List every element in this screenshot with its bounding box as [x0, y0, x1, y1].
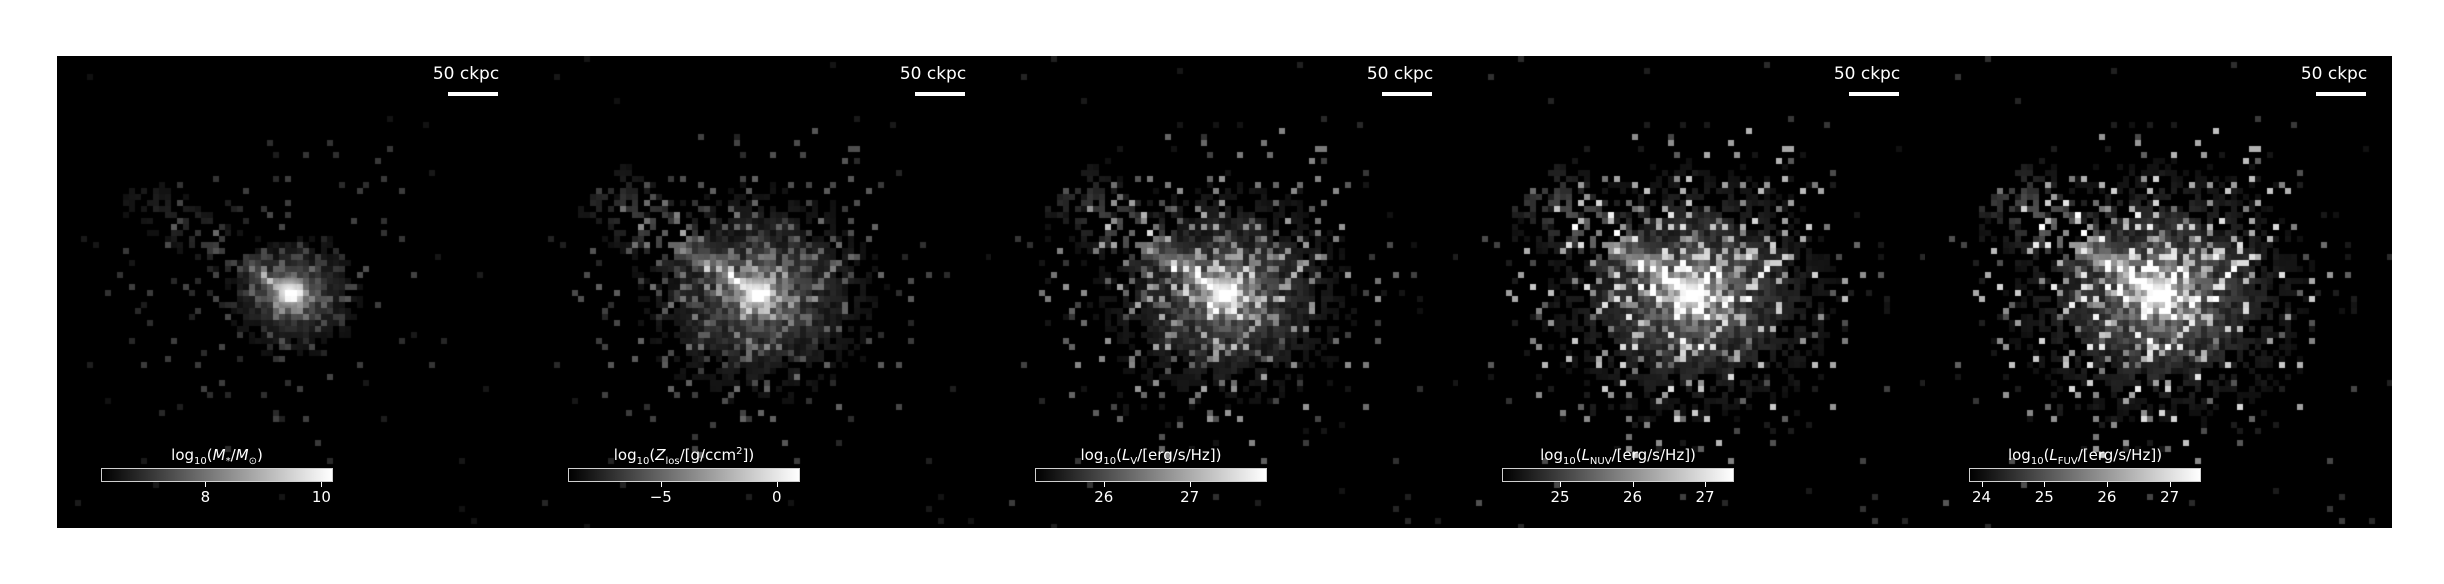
colorbar-tick [2169, 482, 2171, 487]
colorbar-tick [1632, 482, 1634, 487]
colorbar-tick-label: 26 [2097, 488, 2117, 506]
scale-bar [1849, 92, 1899, 96]
pixel-map [1925, 56, 2392, 528]
colorbar [1969, 468, 2201, 482]
colorbar-tick-label: 26 [1094, 488, 1114, 506]
pixel-map [57, 56, 524, 528]
colorbar-tick [660, 482, 662, 487]
colorbar-tick [2106, 482, 2108, 487]
colorbar-tick [1560, 482, 1561, 487]
image-panel: 50 ckpc log10(LNUV/[erg/s/Hz]) 25 26 27 [1458, 56, 1925, 528]
colorbar-tick-label: 8 [200, 488, 211, 506]
scale-bar [448, 92, 498, 96]
colorbar-tick-label: 25 [1550, 488, 1570, 506]
colorbar [101, 468, 333, 482]
colorbar-tick-label: −5 [649, 488, 672, 506]
scale-bar [2316, 92, 2366, 96]
colorbar [1035, 468, 1267, 482]
scale-bar-label: 50 ckpc [432, 64, 500, 84]
colorbar-tick-label: 25 [2034, 488, 2054, 506]
colorbar-tick [2044, 482, 2046, 487]
pixel-map [1458, 56, 1925, 528]
pixel-map [524, 56, 991, 528]
colorbar-label: log10(Zlos/[g/ccm2]) [613, 446, 755, 467]
colorbar-tick-label: 27 [1695, 488, 1715, 506]
scale-bar [1382, 92, 1432, 96]
colorbar [568, 468, 800, 482]
image-strip: 50 ckpc log10(M*/M⊙) 8 10 50 ckpc log10(Zlos/… [57, 56, 2392, 528]
colorbar-tick-label: 26 [1622, 488, 1643, 506]
colorbar-tick-label: 24 [1971, 488, 1992, 506]
image-panel: 50 ckpc log10(LFUV/[erg/s/Hz]) 24 25 26 27 [1925, 56, 2392, 528]
scale-bar-label: 50 ckpc [1833, 64, 1901, 84]
colorbar-tick-label: 10 [311, 488, 331, 506]
colorbar-label: log10(M*/M⊙) [171, 446, 263, 467]
colorbar-tick-label: 27 [2160, 488, 2180, 506]
colorbar-tick-label: 27 [1180, 488, 1200, 506]
colorbar-tick [205, 482, 207, 487]
colorbar-label: log10(LV/[erg/s/Hz]) [1080, 446, 1222, 467]
colorbar-tick [1103, 482, 1105, 487]
scale-bar-label: 50 ckpc [1366, 64, 1434, 84]
scale-bar-label: 50 ckpc [899, 64, 967, 84]
colorbar-tick [1189, 482, 1191, 487]
colorbar-tick [1705, 482, 1706, 487]
colorbar-label: log10(LFUV/[erg/s/Hz]) [2007, 446, 2163, 467]
colorbar-label: log10(LNUV/[erg/s/Hz]) [1540, 446, 1696, 467]
colorbar-tick [321, 482, 323, 487]
pixel-map [991, 56, 1458, 528]
colorbar-tick [776, 482, 778, 487]
image-panel: 50 ckpc log10(M*/M⊙) 8 10 [57, 56, 524, 528]
colorbar-tick [1981, 482, 1983, 487]
scale-bar [915, 92, 965, 96]
colorbar [1502, 468, 1734, 482]
colorbar-tick-label: 0 [772, 488, 782, 506]
scale-bar-label: 50 ckpc [2300, 64, 2368, 84]
image-panel: 50 ckpc log10(Zlos/[g/ccm2]) −5 0 [524, 56, 991, 528]
image-panel: 50 ckpc log10(LV/[erg/s/Hz]) 26 27 [991, 56, 1458, 528]
